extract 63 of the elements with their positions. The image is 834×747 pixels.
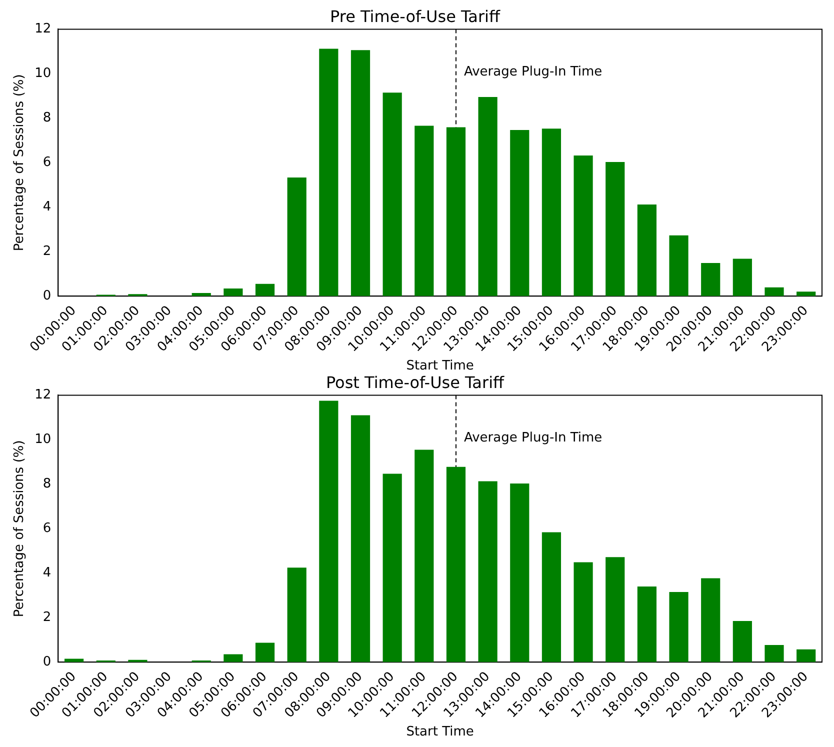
bar bbox=[64, 658, 84, 662]
bar bbox=[287, 568, 306, 662]
y-tick-label: 2 bbox=[42, 610, 52, 625]
bar bbox=[606, 162, 625, 296]
y-tick-label: 0 bbox=[42, 654, 52, 670]
bar bbox=[732, 258, 752, 296]
bar bbox=[701, 578, 720, 662]
bar bbox=[478, 481, 498, 662]
x-axis-title: Start Time bbox=[406, 724, 474, 740]
bar bbox=[542, 128, 562, 296]
bar bbox=[637, 204, 656, 296]
bar bbox=[350, 415, 370, 662]
bar bbox=[319, 400, 338, 662]
bar bbox=[701, 262, 720, 296]
y-tick-label: 4 bbox=[42, 200, 52, 214]
bar bbox=[669, 592, 688, 662]
y-tick-label: 8 bbox=[42, 110, 52, 126]
bar bbox=[764, 287, 784, 296]
bar bbox=[192, 292, 211, 296]
bar bbox=[606, 557, 625, 662]
bar bbox=[574, 156, 593, 296]
y-axis-title: Percentage of Sessions (%) bbox=[12, 74, 28, 252]
bar bbox=[732, 620, 752, 662]
bar bbox=[446, 466, 466, 662]
y-tick-label: 12 bbox=[34, 388, 52, 403]
bar bbox=[255, 284, 275, 296]
bar bbox=[414, 126, 434, 296]
bar bbox=[574, 562, 593, 662]
y-tick-label: 6 bbox=[42, 155, 52, 170]
bar bbox=[510, 130, 530, 296]
bar bbox=[224, 288, 243, 296]
y-axis-title: Percentage of Sessions (%) bbox=[12, 440, 28, 618]
bar bbox=[510, 483, 530, 662]
bar bbox=[382, 92, 402, 296]
bar bbox=[350, 50, 370, 296]
y-tick-label: 8 bbox=[42, 476, 52, 492]
bar bbox=[128, 660, 148, 662]
y-tick-label: 12 bbox=[34, 22, 52, 37]
bar bbox=[669, 235, 688, 296]
ref-line-label: Average Plug-In Time bbox=[464, 64, 602, 80]
bar bbox=[224, 654, 243, 662]
y-tick-label: 0 bbox=[42, 288, 52, 304]
bar bbox=[287, 178, 306, 296]
bar bbox=[637, 586, 656, 662]
bar bbox=[255, 642, 275, 662]
bar bbox=[478, 97, 498, 296]
x-axis-title: Start Time bbox=[406, 358, 474, 374]
bar bbox=[796, 649, 816, 662]
bar bbox=[542, 532, 562, 662]
y-tick-label: 4 bbox=[42, 566, 52, 580]
chart-title: Pre Time-of-Use Tariff bbox=[330, 6, 501, 26]
bar bbox=[446, 127, 466, 296]
bar bbox=[382, 474, 402, 662]
bar bbox=[319, 48, 338, 296]
chart-title: Post Time-of-Use Tariff bbox=[326, 372, 506, 392]
bar bbox=[764, 644, 784, 662]
bar bbox=[796, 292, 816, 296]
ref-line-label: Average Plug-In Time bbox=[464, 430, 602, 446]
y-tick-label: 2 bbox=[42, 244, 52, 259]
y-tick-label: 10 bbox=[34, 432, 52, 448]
bar bbox=[414, 450, 434, 662]
y-tick-label: 10 bbox=[34, 66, 52, 82]
y-tick-label: 6 bbox=[42, 521, 52, 536]
